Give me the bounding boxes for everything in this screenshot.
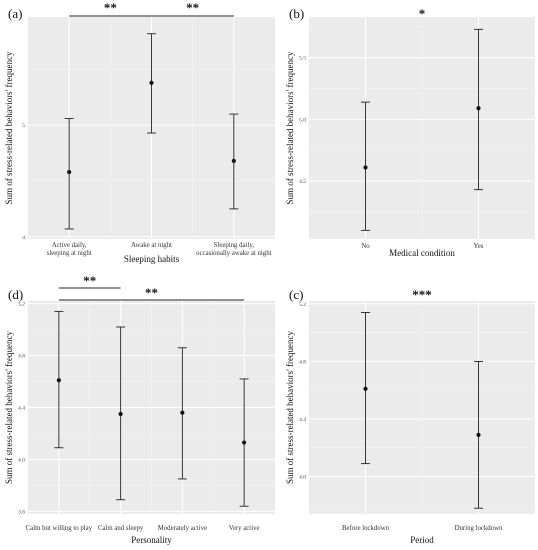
mean-point [363,386,368,391]
panel-d: 3.6 4.0 4.4 4.8 5.2 Calm but willing to play C… [4,273,275,545]
significance-label: * [419,6,426,21]
y-tick-label: 4.0 [299,475,306,481]
mean-point [476,432,481,437]
panel-label: (a) [8,6,22,21]
significance-label: ** [83,273,96,288]
x-category-label: Calm but willing to play [26,525,93,532]
mean-point [180,410,185,415]
x-category-label: No [361,243,370,250]
y-tick-label: 5 [22,123,25,129]
significance-label: ** [104,0,117,15]
x-category-label-line: No [361,243,370,250]
mean-point [476,106,481,111]
y-tick-label: 4.8 [18,354,25,360]
y-axis-title: Sum of stress-related behaviors' frequen… [285,51,295,205]
y-tick-label: 4.8 [299,359,306,365]
x-category-label-line: Awake at night [131,242,172,249]
panel-c: 4.0 4.4 4.8 5.2 Before lockdown During lockdo… [285,287,535,545]
panel-label: (d) [8,287,23,302]
mean-point [363,165,368,170]
panel-b: 4.5 5.0 5.5 No Yes Medical condition Sum of st… [285,6,535,258]
y-tick-label: 4 [22,235,25,241]
x-category-label-line: Before lockdown [342,525,390,532]
x-axis-title: Period [410,535,434,545]
y-tick-label: 5.5 [299,56,306,62]
y-tick-label: 5.2 [18,302,25,308]
mean-point [67,169,72,175]
y-tick-label: 3.6 [18,509,25,515]
mean-point [56,378,61,383]
x-axis-title: Medical condition [389,248,455,258]
x-category-label-line: Calm and sleepy [98,525,144,532]
y-tick-label: 4.4 [299,417,306,423]
x-category-label-line: During lockdown [455,525,503,532]
x-category-label: Very active [229,525,260,532]
x-category-label: Awake at night [131,242,172,249]
panel-label: (c) [289,287,303,302]
x-category-label: Calm and sleepy [98,525,144,532]
x-axis-title: Personality [131,535,172,545]
significance-label: ** [186,0,199,15]
x-category-label-line: sleeping at night [47,250,92,257]
significance-label: *** [412,287,432,302]
x-category-label-line: Very active [229,525,260,532]
y-axis-title: Sum of stress-related behaviors' frequen… [4,330,14,484]
y-tick-label: 4.4 [18,406,25,412]
x-category-label: Active daily, sleeping at night [47,242,92,257]
x-category-label-line: Sleeping daily, [214,242,255,249]
mean-point [242,440,247,445]
y-tick-label: 4.5 [299,179,306,185]
y-tick-label: 5.0 [299,117,306,123]
x-category-label-line: Moderately active [158,525,207,532]
mean-point [149,80,154,85]
significance-label: ** [145,285,158,300]
panel-label: (b) [289,6,304,21]
mean-point [118,411,123,417]
x-axis-title: Sleeping habits [124,254,180,264]
x-category-label-line: Active daily, [52,242,87,249]
x-category-label: Sleeping daily, occasionally awake at nig… [196,242,271,257]
y-tick-label: 5.2 [299,302,306,308]
panel-a: 4 5 Active daily, sleeping at night Awake at… [4,0,275,264]
x-category-label-line: occasionally awake at night [196,250,271,257]
x-category-label: Before lockdown [342,525,390,532]
x-category-label-line: Calm but willing to play [26,525,93,532]
mean-point [231,158,236,164]
y-tick-label: 4.0 [18,457,25,463]
x-category-label: Yes [474,243,484,250]
x-category-label: During lockdown [455,525,503,532]
x-category-label: Moderately active [158,525,207,532]
y-axis-title: Sum of stress-related behaviors' frequen… [285,330,295,484]
x-category-label-line: Yes [474,243,484,250]
y-axis-title: Sum of stress-related behaviors' frequen… [4,51,14,205]
